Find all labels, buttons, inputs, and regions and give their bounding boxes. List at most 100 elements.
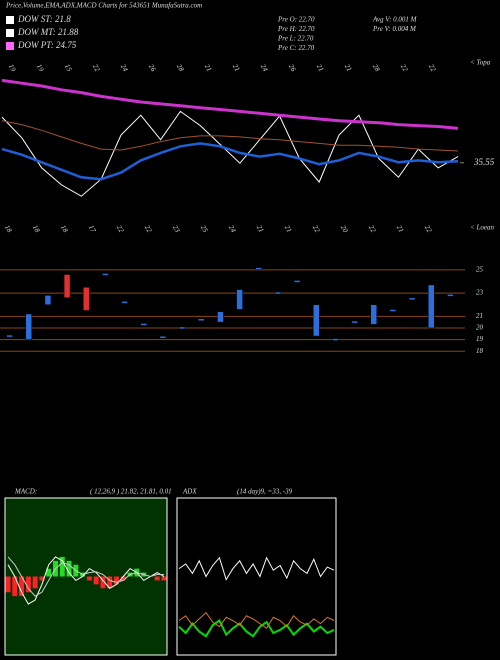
info-text: Pre L: 22.70 xyxy=(277,35,314,43)
info-text: Avg V: 0.001 M xyxy=(372,16,418,24)
date-label: 17 xyxy=(87,224,98,234)
date-label: 21 xyxy=(343,63,353,73)
panel xyxy=(176,497,337,656)
histogram-bar xyxy=(120,576,126,581)
date-label: 15 xyxy=(63,63,74,73)
histogram-bar xyxy=(86,576,92,581)
date-label: 21 xyxy=(203,63,213,73)
candle xyxy=(25,313,32,340)
y-tick-label: 19 xyxy=(476,335,484,343)
histogram-bar xyxy=(19,576,25,597)
histogram-bar xyxy=(25,576,31,593)
date-label: 26 xyxy=(287,63,298,73)
histogram-bar xyxy=(46,568,52,577)
panel-title: MACD: xyxy=(14,488,37,496)
line-series xyxy=(178,619,335,638)
legend-label: DOW MT: 21.88 xyxy=(17,27,79,37)
date-label: 22 xyxy=(367,224,378,234)
histogram-bar xyxy=(161,576,167,581)
panel-subtitle: ( 12,26,9 ) 21.82, 21.81, 0.01 xyxy=(90,488,172,496)
candle xyxy=(447,294,454,297)
legend-swatch xyxy=(6,42,14,50)
candle xyxy=(313,304,320,337)
candle xyxy=(274,291,282,295)
y-tick-label: 23 xyxy=(476,289,484,297)
date-label: 22 xyxy=(427,63,438,73)
candle xyxy=(44,295,52,305)
line-series xyxy=(1,110,459,197)
y-tick-label: 20 xyxy=(476,324,484,332)
y-tick-label: 35.55 xyxy=(473,157,495,167)
candle xyxy=(236,289,243,310)
date-label: 28 xyxy=(371,63,382,73)
date-label: 22 xyxy=(143,224,154,234)
date-label: 24 xyxy=(259,63,270,73)
candle xyxy=(63,274,71,298)
date-label: 19 xyxy=(35,63,46,73)
info-text: Pre O: 22.70 xyxy=(277,16,315,24)
candle xyxy=(140,323,147,326)
candle xyxy=(83,287,90,311)
legend-swatch xyxy=(6,29,14,37)
histogram-bar xyxy=(32,576,38,589)
info-text: Pre V: 0.004 M xyxy=(372,25,417,33)
candle xyxy=(198,318,205,322)
candle xyxy=(389,309,397,312)
date-label: 20 xyxy=(339,224,350,234)
histogram-bar xyxy=(100,576,106,589)
candle xyxy=(255,267,262,270)
date-label: 23 xyxy=(171,224,182,234)
date-label: 21 xyxy=(255,224,265,234)
y-tick-label: 21 xyxy=(476,312,483,320)
histogram-bar xyxy=(114,576,120,585)
date-label: 21 xyxy=(395,224,405,234)
line-series xyxy=(178,556,335,581)
candle xyxy=(6,334,13,338)
line-series xyxy=(1,120,459,152)
candle xyxy=(428,284,435,329)
date-label: 24 xyxy=(119,63,130,73)
info-text: Pre H: 22.70 xyxy=(277,25,315,33)
date-label: 22 xyxy=(399,63,410,73)
candle xyxy=(293,280,301,283)
candle xyxy=(102,273,109,276)
y-tick-label: 18 xyxy=(476,347,484,355)
histogram-bar xyxy=(154,576,160,581)
axis-note: < Loean xyxy=(470,224,494,232)
histogram-bar xyxy=(59,556,65,577)
axis-note: < Topa xyxy=(470,59,491,67)
info-text: Pre C: 22.70 xyxy=(277,44,315,52)
legend-label: DOW PT: 24.75 xyxy=(17,40,77,50)
line-series xyxy=(7,556,165,605)
candle xyxy=(178,326,186,330)
candle xyxy=(408,297,416,301)
date-label: 22 xyxy=(423,224,434,234)
date-label: 22 xyxy=(115,224,126,234)
histogram-bar xyxy=(66,560,72,577)
line-series xyxy=(178,611,335,630)
candle xyxy=(217,311,224,323)
y-tick-label: 25 xyxy=(476,265,484,273)
date-label: 24 xyxy=(227,224,238,234)
legend-label: DOW ST: 21.8 xyxy=(17,14,71,24)
date-label: 28 xyxy=(175,63,186,73)
date-label: 19 xyxy=(7,63,18,73)
date-label: 21 xyxy=(315,63,325,73)
histogram-bar xyxy=(12,576,18,597)
legend-swatch xyxy=(6,16,14,24)
date-label: 18 xyxy=(3,224,14,234)
candle xyxy=(351,320,358,324)
date-label: 25 xyxy=(199,224,210,234)
candle xyxy=(332,338,339,341)
panel-subtitle: (14 day)9, =33, -39 xyxy=(237,488,293,496)
candle xyxy=(159,335,167,339)
line-series xyxy=(7,556,164,597)
histogram-bar xyxy=(93,576,99,585)
date-label: 22 xyxy=(91,63,102,73)
date-label: 21 xyxy=(283,224,293,234)
date-label: 21 xyxy=(231,63,241,73)
date-label: 18 xyxy=(31,224,42,234)
histogram-bar xyxy=(39,576,45,581)
date-label: 18 xyxy=(59,224,70,234)
